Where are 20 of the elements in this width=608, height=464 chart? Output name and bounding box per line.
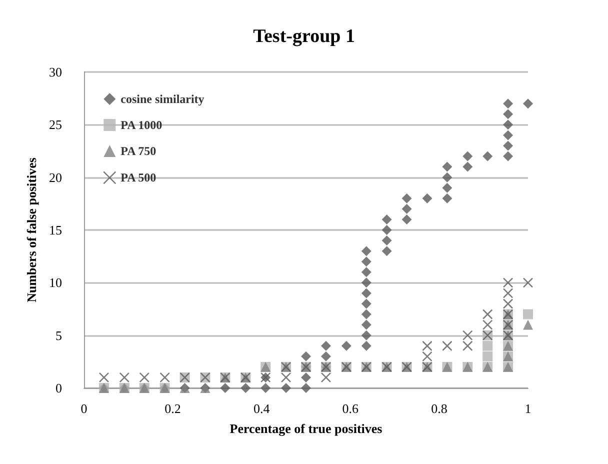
legend-label: cosine similarity <box>120 92 204 106</box>
chart-title: Test-group 1 <box>253 26 355 47</box>
x-axis-title: Percentage of true positives <box>230 421 382 436</box>
legend-label: PA 1000 <box>120 118 162 132</box>
y-tick-label: 25 <box>49 117 62 132</box>
x-tick-label: 0.2 <box>164 401 181 416</box>
x-tick-label: 0.8 <box>431 401 448 416</box>
y-tick-label: 5 <box>56 328 62 343</box>
x-tick-label: 0.6 <box>342 401 360 416</box>
y-tick-label: 15 <box>49 222 62 238</box>
y-tick-label: 10 <box>49 275 62 290</box>
y-axis-title: Numbers of false positives <box>24 158 40 302</box>
x-tick-label: 0 <box>80 401 88 416</box>
y-tick-label: 20 <box>49 170 62 185</box>
y-tick-label: 0 <box>56 380 62 396</box>
legend-label: PA 750 <box>120 144 156 158</box>
x-tick-label: 0.4 <box>253 401 270 416</box>
legend-label: PA 500 <box>120 170 156 185</box>
x-tick-label: 1 <box>524 401 532 416</box>
y-tick-label: 30 <box>49 64 62 80</box>
